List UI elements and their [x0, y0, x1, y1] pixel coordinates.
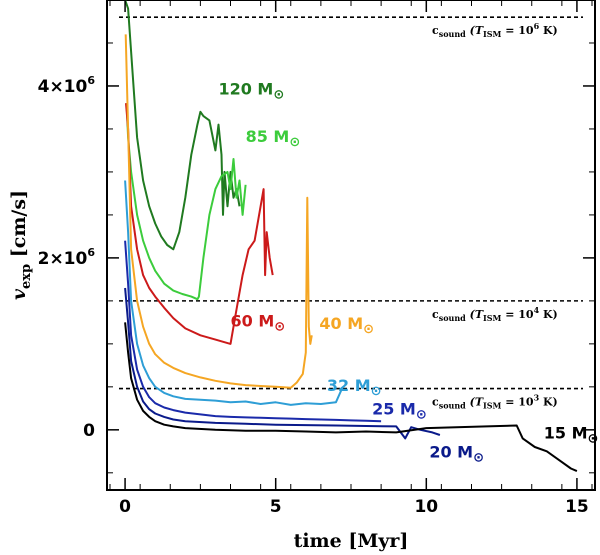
sound-speed-label: csound (TISM = 106 K) [432, 21, 558, 39]
ism-temperature-symbol: (T [466, 396, 484, 409]
ism-subscript: ISM [483, 401, 502, 411]
series-line [124, 240, 382, 423]
series-line [124, 34, 313, 389]
series-mass: 32 M [327, 376, 371, 395]
series-line [124, 180, 343, 406]
solar-mass-symbol: ⊙ [473, 450, 484, 465]
temperature-exponent: 4 [534, 305, 540, 315]
temperature-exponent: 3 [534, 393, 540, 403]
y-tick-mantissa: 4×10 [38, 77, 88, 97]
temperature-unit: K) [539, 308, 558, 321]
ism-temperature-symbol: (T [466, 24, 484, 37]
plot-area-frame [106, 0, 596, 491]
solar-mass-symbol: ⊙ [273, 88, 284, 103]
temperature-base: = 10 [501, 396, 534, 409]
sound-speed-lines: csound (TISM = 106 K)csound (TISM = 104 … [119, 16, 583, 411]
series-label: 60 M⊙ [231, 312, 286, 335]
ism-subscript: ISM [483, 313, 502, 323]
temperature-base: = 10 [501, 24, 534, 37]
c-sound-symbol: c [432, 308, 439, 321]
temperature-base: = 10 [501, 308, 534, 321]
series-label: 32 M⊙ [327, 376, 382, 399]
solar-mass-symbol: ⊙ [416, 407, 427, 422]
c-sound-subscript: sound [439, 313, 466, 323]
y-tick-label: 0 [83, 421, 95, 441]
series-label: 40 M⊙ [319, 314, 374, 337]
c-sound-symbol: c [432, 396, 439, 409]
y-axis-label: vexp [cm/s] [8, 190, 34, 300]
solar-mass-symbol: ⊙ [363, 322, 374, 337]
series-mass: 60 M [231, 312, 275, 331]
series-line [124, 0, 241, 251]
series-labels: 120 M⊙85 M⊙60 M⊙ 40 M⊙32 M⊙25 M⊙20 M⊙15 M… [218, 80, 598, 466]
series-mass: 120 M [218, 80, 273, 99]
x-tick-label: 0 [119, 497, 131, 517]
x-tick-label: 10 [414, 497, 438, 517]
y-tick-label: 4×106 [38, 74, 96, 97]
y-tick-mantissa: 2×10 [38, 249, 88, 269]
series-line [124, 287, 441, 440]
temperature-unit: K) [539, 396, 558, 409]
y-tick-exponent: 6 [87, 74, 95, 87]
series-mass: 25 M [372, 399, 416, 418]
solar-mass-symbol: ⊙ [274, 320, 285, 335]
solar-mass-symbol: ⊙ [289, 135, 300, 150]
series-label: 20 M⊙ [429, 442, 484, 465]
x-axis-label: time [Myr] [294, 530, 409, 552]
c-sound-subscript: sound [439, 29, 466, 39]
series-label: 15 M⊙ [544, 423, 599, 446]
temperature-unit: K) [539, 24, 558, 37]
solar-mass-symbol: ⊙ [371, 384, 382, 399]
c-sound-symbol: c [432, 24, 439, 37]
x-tick-label: 15 [565, 497, 589, 517]
temperature-exponent: 6 [534, 21, 540, 31]
solar-mass-symbol: ⊙ [588, 431, 599, 446]
series-mass: 85 M [246, 127, 290, 146]
y-tick-exponent: 6 [87, 246, 95, 259]
y-tick-label: 2×106 [38, 246, 96, 269]
series-mass: 20 M [429, 442, 473, 461]
sound-speed-label: csound (TISM = 104 K) [432, 305, 558, 323]
series-lines [124, 0, 578, 473]
sound-speed-label: csound (TISM = 103 K) [432, 393, 558, 411]
ism-temperature-symbol: (T [466, 308, 484, 321]
series-label: 85 M⊙ [246, 127, 301, 150]
series-line [125, 103, 274, 345]
c-sound-subscript: sound [439, 401, 466, 411]
series-label: 120 M⊙ [218, 80, 284, 103]
y-tick-mantissa: 0 [83, 421, 95, 441]
series-line [125, 103, 247, 301]
series-mass: 15 M [544, 423, 588, 442]
series-label: 25 M⊙ [372, 399, 427, 422]
series-mass: 40 M [319, 314, 363, 333]
ism-subscript: ISM [483, 29, 502, 39]
x-tick-label: 5 [270, 497, 282, 517]
series-line [124, 322, 578, 473]
